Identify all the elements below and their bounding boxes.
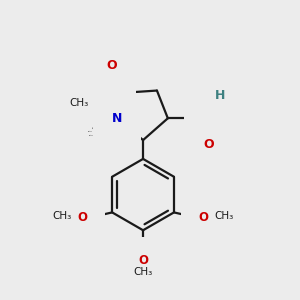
Text: methyl: methyl xyxy=(79,103,83,104)
Text: CH₃: CH₃ xyxy=(134,267,153,277)
Text: O: O xyxy=(77,211,88,224)
Text: O: O xyxy=(138,254,148,268)
Text: methyl: methyl xyxy=(89,134,94,136)
Text: CH₃: CH₃ xyxy=(52,212,72,221)
Text: O: O xyxy=(107,61,118,74)
Text: methyl: methyl xyxy=(88,131,92,132)
Text: O: O xyxy=(199,211,209,224)
Text: N: N xyxy=(112,112,122,125)
Text: O: O xyxy=(203,89,214,102)
Text: O: O xyxy=(106,59,117,72)
Text: O: O xyxy=(203,138,214,151)
Text: H: H xyxy=(215,89,226,102)
Text: CH₃: CH₃ xyxy=(69,98,88,108)
Text: CH₃: CH₃ xyxy=(214,212,234,221)
